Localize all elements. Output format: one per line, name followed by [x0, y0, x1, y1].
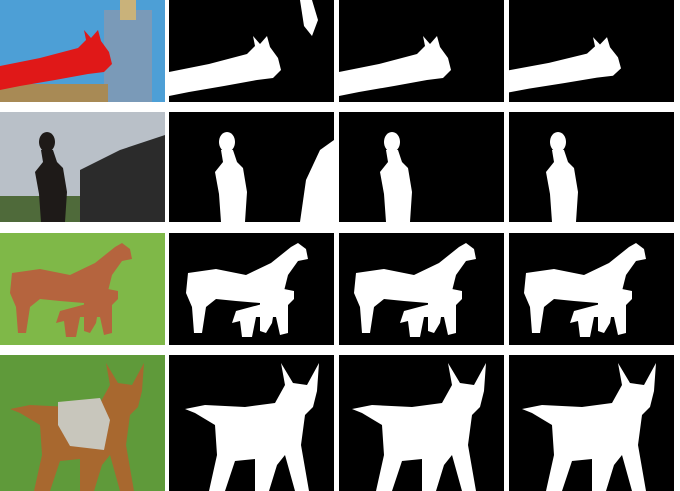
- mask-noise: [300, 0, 318, 36]
- row: [0, 233, 674, 345]
- row: [0, 0, 674, 102]
- photo: [0, 233, 165, 345]
- dog-vest: [58, 398, 110, 450]
- train: [80, 135, 165, 222]
- tower: [120, 0, 136, 20]
- photo: [0, 112, 165, 222]
- mask-bg: [509, 112, 674, 222]
- row: [0, 112, 674, 222]
- building: [104, 10, 152, 102]
- photo: [0, 0, 165, 102]
- mask-noise: [300, 140, 334, 222]
- photo: [0, 355, 165, 491]
- row: [0, 355, 674, 491]
- mask-bg: [339, 112, 504, 222]
- sign-base: [0, 84, 108, 102]
